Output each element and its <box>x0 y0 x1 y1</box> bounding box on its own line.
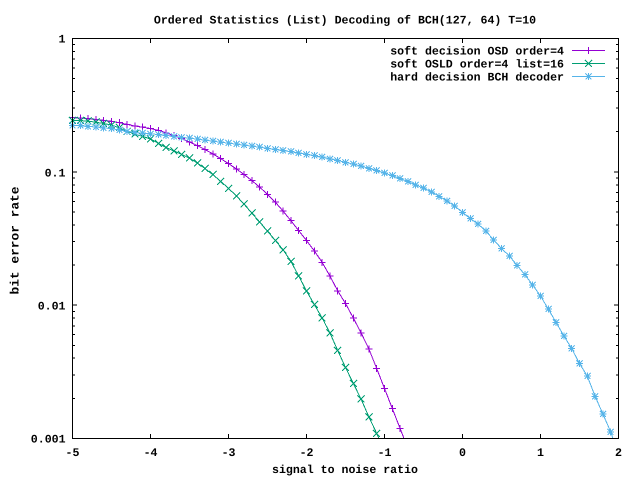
svg-text:soft decision OSD order=4: soft decision OSD order=4 <box>390 46 564 59</box>
svg-text:0.01: 0.01 <box>38 301 66 314</box>
svg-text:0.001: 0.001 <box>31 434 66 447</box>
svg-text:-5: -5 <box>66 447 80 460</box>
svg-text:1: 1 <box>59 34 66 47</box>
svg-text:-4: -4 <box>144 447 158 460</box>
svg-text:-1: -1 <box>378 447 392 460</box>
svg-text:-3: -3 <box>222 447 236 460</box>
svg-text:-2: -2 <box>300 447 314 460</box>
svg-text:signal to noise ratio: signal to noise ratio <box>272 464 418 477</box>
svg-text:1: 1 <box>537 447 544 460</box>
svg-text:bit error rate: bit error rate <box>9 187 23 295</box>
svg-text:Ordered Statistics (List) Deco: Ordered Statistics (List) Decoding of BC… <box>154 15 536 28</box>
svg-text:2: 2 <box>615 447 622 460</box>
svg-text:hard decision BCH decoder: hard decision BCH decoder <box>390 72 564 85</box>
svg-text:soft OSLD order=4 list=16: soft OSLD order=4 list=16 <box>390 59 564 72</box>
svg-text:0.1: 0.1 <box>45 167 66 180</box>
svg-text:0: 0 <box>459 447 466 460</box>
